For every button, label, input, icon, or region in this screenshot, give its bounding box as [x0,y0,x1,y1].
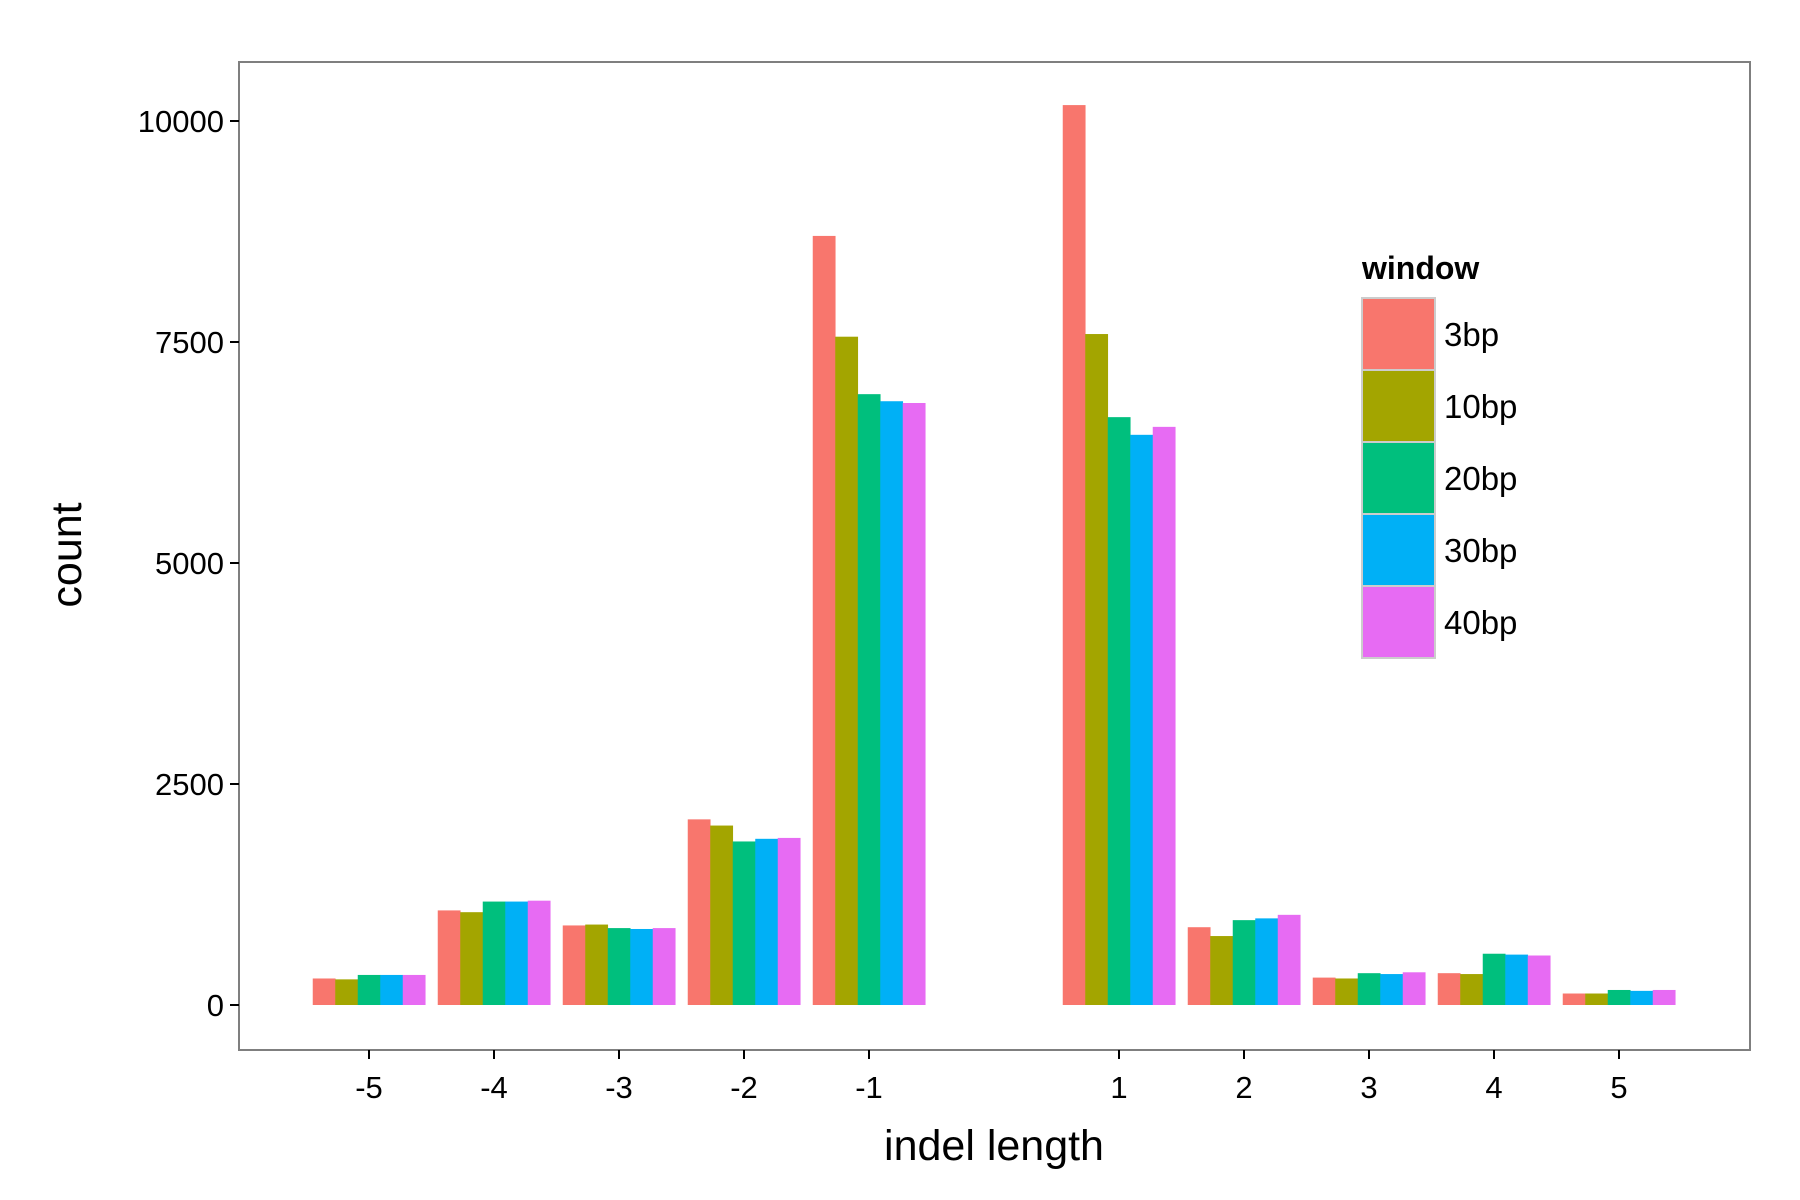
bar-30bp-len-2 [755,838,779,1005]
bar-3bp-len-1 [812,235,836,1006]
x-tick-label: 5 [1610,1070,1627,1105]
x-tick-label: -3 [605,1070,633,1105]
legend-key-20bp [1361,441,1436,515]
bar-10bp-len4 [1460,974,1484,1005]
bar-3bp-len5 [1562,993,1586,1005]
bar-3bp-len-2 [687,819,711,1005]
bar-20bp-len-2 [732,841,756,1005]
bar-10bp-len1 [1085,334,1109,1005]
x-axis-title: indel length [884,1122,1104,1170]
bar-3bp-len2 [1187,927,1211,1005]
legend-key-10bp [1361,369,1436,443]
legend-key-3bp [1361,297,1436,371]
y-tick-label: 0 [207,988,224,1023]
bar-20bp-len-4 [482,901,506,1005]
y-axis: 0 2500 5000 7500 10000 [138,104,239,1023]
bar-40bp-len3 [1402,972,1426,1005]
bar-10bp-len5 [1585,993,1609,1005]
bar-40bp-len5 [1652,989,1676,1005]
bar-10bp-len-2 [710,825,734,1005]
bar-20bp-len-5 [357,974,381,1005]
bar-30bp-len-5 [380,974,404,1005]
bar-3bp-len3 [1312,977,1336,1005]
bar-3bp-len1 [1062,105,1086,1006]
bar-20bp-len4 [1482,953,1506,1005]
bar-40bp-len-3 [652,928,676,1005]
y-tick-label: 2500 [155,767,224,802]
bar-40bp-len-2 [777,837,801,1005]
bar-10bp-len2 [1210,936,1234,1005]
bar-3bp-len4 [1437,973,1461,1005]
bar-30bp-len5 [1630,990,1654,1005]
x-tick-label: 4 [1485,1070,1502,1105]
legend: window 3bp 10bp 20bp 30bp 40bp [1361,250,1517,659]
bar-40bp-len-1 [902,403,926,1005]
bar-20bp-len3 [1357,973,1381,1005]
legend-title: window [1361,250,1479,286]
x-axis: -5 -4 -3 -2 -1 1 2 3 4 5 [355,1050,1628,1105]
bar-30bp-len2 [1255,918,1279,1005]
x-tick-label: 1 [1110,1070,1127,1105]
x-tick-label: -5 [355,1070,383,1105]
x-tick-label: -2 [730,1070,758,1105]
bar-40bp-len2 [1277,914,1301,1005]
bar-30bp-len3 [1380,974,1404,1005]
legend-key-40bp [1361,585,1436,659]
bar-30bp-len-3 [630,928,654,1005]
y-axis-title: count [43,502,91,607]
bar-3bp-len-3 [562,925,586,1005]
bar-20bp-len-1 [857,394,881,1005]
x-tick-label: 3 [1360,1070,1377,1105]
y-tick-label: 5000 [155,546,224,581]
bar-40bp-len4 [1527,955,1551,1005]
bar-3bp-len-4 [437,910,461,1005]
bars-layer [312,105,1676,1006]
bar-20bp-len2 [1232,920,1256,1005]
bar-10bp-len-5 [335,979,359,1005]
bar-10bp-len-3 [585,924,609,1005]
bar-30bp-len-1 [880,401,904,1006]
bar-20bp-len5 [1607,989,1631,1005]
bar-30bp-len-4 [505,901,529,1005]
bar-40bp-len-4 [527,900,551,1005]
legend-label-20bp: 20bp [1444,460,1517,497]
y-tick-label: 7500 [155,325,224,360]
legend-label-10bp: 10bp [1444,388,1517,425]
x-tick-label: -1 [855,1070,883,1105]
bar-10bp-len3 [1335,978,1359,1005]
bar-3bp-len-5 [312,978,336,1005]
bar-30bp-len1 [1130,434,1154,1005]
bar-40bp-len1 [1152,426,1176,1005]
bar-40bp-len-5 [402,974,426,1005]
x-tick-label: 2 [1235,1070,1252,1105]
legend-label-30bp: 30bp [1444,532,1517,569]
legend-key-30bp [1361,513,1436,587]
bar-20bp-len1 [1107,417,1131,1005]
panel-background [239,62,1750,1050]
bar-10bp-len-4 [460,912,484,1005]
panel-border [238,61,1751,1051]
y-tick-label: 10000 [138,104,224,139]
bar-20bp-len-3 [607,928,631,1005]
legend-label-3bp: 3bp [1444,316,1499,353]
x-tick-label: -4 [480,1070,508,1105]
legend-label-40bp: 40bp [1444,604,1517,641]
bar-10bp-len-1 [835,336,859,1005]
bar-30bp-len4 [1505,954,1529,1005]
